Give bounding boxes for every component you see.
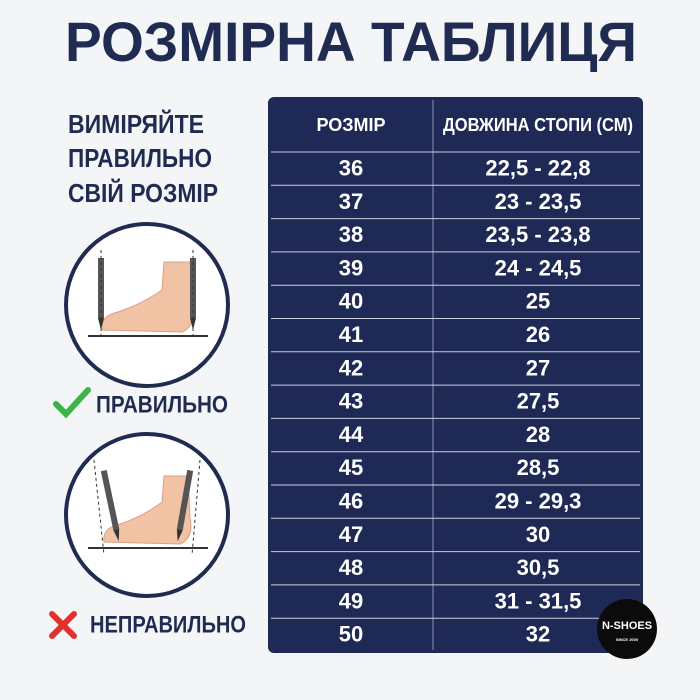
length-cell: 31 - 31,5: [495, 588, 582, 613]
correct-label: ПРАВИЛЬНО: [96, 391, 228, 418]
size-cell: 41: [339, 322, 363, 347]
logo: [597, 599, 657, 659]
size-cell: 37: [339, 189, 363, 214]
incorrect-illustration: [64, 432, 230, 598]
size-cell: 40: [339, 289, 363, 314]
length-cell: 23,5 - 23,8: [485, 222, 590, 247]
length-cell: 25: [526, 289, 550, 314]
incorrect-label: НЕПРАВИЛЬНО: [90, 611, 246, 638]
length-cell: 27: [526, 355, 550, 380]
length-cell: 30: [526, 522, 550, 547]
guide-line: СВІЙ РОЗМІР: [68, 178, 218, 208]
length-cell: 27,5: [517, 389, 560, 414]
size-cell: 36: [339, 155, 363, 180]
length-cell: 32: [526, 622, 550, 647]
column-header: РОЗМІР: [316, 115, 385, 135]
size-cell: 49: [339, 588, 363, 613]
length-cell: 28,5: [517, 455, 560, 480]
size-cell: 39: [339, 255, 363, 280]
logo-since: SINCE 2000: [616, 637, 639, 642]
size-cell: 47: [339, 522, 363, 547]
title: РОЗМІРНА ТАБЛИЦЯ: [65, 10, 637, 73]
size-cell: 38: [339, 222, 363, 247]
size-cell: 48: [339, 555, 363, 580]
length-cell: 24 - 24,5: [495, 255, 582, 280]
table-background: [268, 97, 643, 653]
size-cell: 46: [339, 488, 363, 513]
size-cell: 45: [339, 455, 363, 480]
length-cell: 29 - 29,3: [495, 488, 582, 513]
cross-icon: [49, 611, 77, 639]
check-icon: [53, 387, 91, 419]
length-cell: 26: [526, 322, 550, 347]
length-cell: 22,5 - 22,8: [485, 155, 590, 180]
length-cell: 30,5: [517, 555, 560, 580]
length-cell: 28: [526, 422, 550, 447]
logo-name: N-SHOES: [602, 620, 652, 632]
length-cell: 23 - 23,5: [495, 189, 582, 214]
size-cell: 42: [339, 355, 363, 380]
guide-line: ВИМІРЯЙТЕ: [68, 109, 204, 139]
column-header: ДОВЖИНА СТОПИ (СМ): [443, 115, 633, 135]
correct-illustration: [64, 222, 230, 388]
size-cell: 50: [339, 622, 363, 647]
guide-line: ПРАВИЛЬНО: [68, 143, 212, 173]
size-cell: 44: [339, 422, 364, 447]
size-cell: 43: [339, 389, 363, 414]
